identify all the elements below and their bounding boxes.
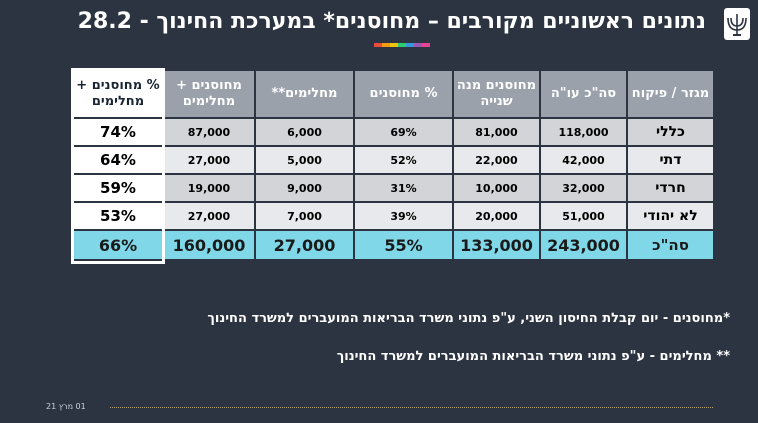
- column-header: מחוסנים + מחלימים: [164, 71, 254, 117]
- vaccination-table: מגזר / פיקוח סה"כ עו"ה מחוסנים מנה שנייה…: [72, 69, 715, 261]
- table-cell: דתי: [628, 147, 713, 173]
- table-cell: 64%: [74, 147, 162, 173]
- page-title: נתונים ראשוניים מקורבים – מחוסנים* במערכ…: [77, 9, 706, 34]
- table-cell: 10,000: [454, 175, 539, 201]
- footnote-recovered: ** מחלימים - ע"פ נתוני משרד הבריאות המוע…: [336, 349, 730, 364]
- table-cell: 66%: [74, 231, 162, 259]
- table-cell: 27,000: [164, 203, 254, 229]
- table-cell: 27,000: [256, 231, 353, 259]
- table-cell: 9,000: [256, 175, 353, 201]
- table-cell: 19,000: [164, 175, 254, 201]
- table-cell: 27,000: [164, 147, 254, 173]
- table-cell: 42,000: [541, 147, 626, 173]
- table-cell: 7,000: [256, 203, 353, 229]
- table-cell: 118,000: [541, 119, 626, 145]
- column-header: מחלימים**: [256, 71, 353, 117]
- table-total-row: סה"כ 243,000 133,000 55% 27,000 160,000 …: [74, 231, 713, 259]
- table-cell: 52%: [355, 147, 452, 173]
- table-cell: לא יהודי: [628, 203, 713, 229]
- table-row: חרדי 32,000 10,000 31% 9,000 19,000 59%: [74, 175, 713, 201]
- table-cell: 5,000: [256, 147, 353, 173]
- table-cell: 160,000: [164, 231, 254, 259]
- column-header-highlight: % מחוסנים + מחלימים: [74, 71, 162, 117]
- table-row: כללי 118,000 81,000 69% 6,000 87,000 74%: [74, 119, 713, 145]
- table-cell: כללי: [628, 119, 713, 145]
- table-row: לא יהודי 51,000 20,000 39% 7,000 27,000 …: [74, 203, 713, 229]
- table-cell: 6,000: [256, 119, 353, 145]
- table-cell: 20,000: [454, 203, 539, 229]
- column-header: סה"כ עו"ה: [541, 71, 626, 117]
- table-cell: חרדי: [628, 175, 713, 201]
- table-cell: 22,000: [454, 147, 539, 173]
- table-cell: 39%: [355, 203, 452, 229]
- table-cell: 243,000: [541, 231, 626, 259]
- table-cell: 55%: [355, 231, 452, 259]
- footer-divider: [110, 407, 713, 408]
- rainbow-strip: [374, 43, 430, 47]
- column-header: מחוסנים מנה שנייה: [454, 71, 539, 117]
- table-cell: 31%: [355, 175, 452, 201]
- table-cell: 32,000: [541, 175, 626, 201]
- footer-date: 01 מרץ 21: [46, 402, 86, 411]
- table-cell: 74%: [74, 119, 162, 145]
- table-cell: 59%: [74, 175, 162, 201]
- table-cell: 51,000: [541, 203, 626, 229]
- footnote-vaccinated: *מחוסנים - יום קבלת החיסון השני, ע"פ נתו…: [207, 311, 730, 326]
- table-cell: 81,000: [454, 119, 539, 145]
- table-cell: 69%: [355, 119, 452, 145]
- table-cell: 133,000: [454, 231, 539, 259]
- table-cell: 87,000: [164, 119, 254, 145]
- state-emblem-icon: [724, 8, 750, 40]
- column-header: מגזר / פיקוח: [628, 71, 713, 117]
- column-header: % מחוסנים: [355, 71, 452, 117]
- table-header-row: מגזר / פיקוח סה"כ עו"ה מחוסנים מנה שנייה…: [74, 71, 713, 117]
- table-cell: סה"כ: [628, 231, 713, 259]
- table-cell: 53%: [74, 203, 162, 229]
- table-row: דתי 42,000 22,000 52% 5,000 27,000 64%: [74, 147, 713, 173]
